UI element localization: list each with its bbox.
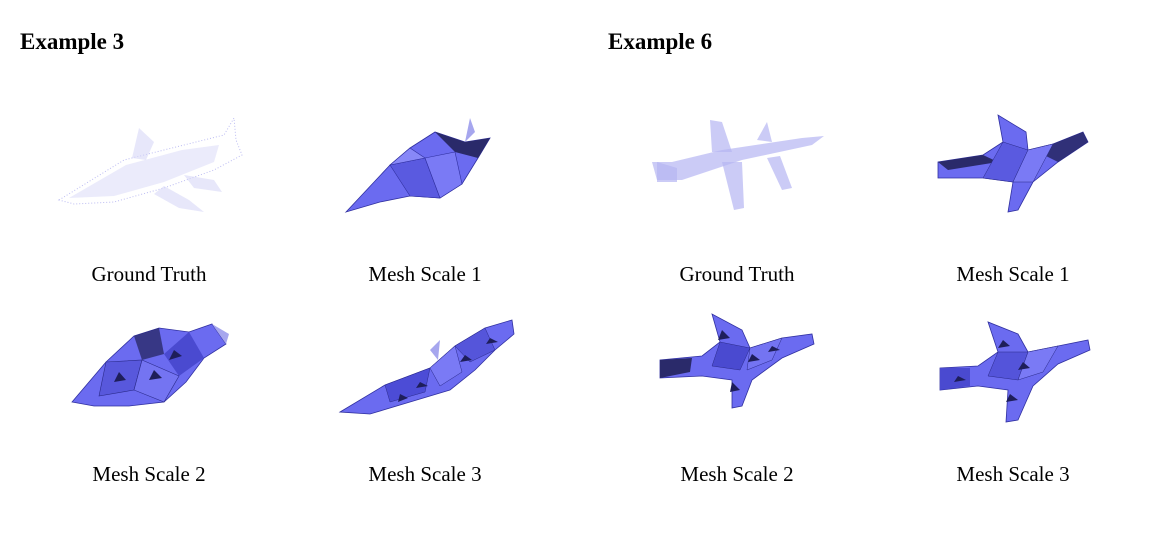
panel-mesh-scale-1: Mesh Scale 1 — [878, 100, 1148, 300]
panel-mesh-scale-1: Mesh Scale 1 — [290, 100, 560, 300]
example-title: Example 6 — [608, 29, 713, 54]
mesh-scale-2-airplane — [659, 313, 815, 409]
panel-mesh-scale-2: Mesh Scale 2 — [602, 310, 872, 510]
mesh-scale-3-airplane — [939, 321, 1091, 423]
example-6: Example 6 Ground Truth Mesh Scale 1 — [588, 0, 1157, 540]
panel-mesh-scale-3: Mesh Scale 3 — [878, 310, 1148, 510]
panel-ground-truth: Ground Truth — [14, 100, 284, 300]
point-cloud-shark — [57, 116, 243, 212]
mesh-scale-1-airplane — [937, 114, 1089, 213]
mesh-scale-3-shark — [338, 319, 515, 415]
point-cloud — [652, 120, 824, 210]
mesh-scale-1-shark — [344, 118, 491, 213]
panel-mesh-scale-2: Mesh Scale 2 — [14, 310, 284, 510]
example-3: Example 3 Ground Truth Mesh Scale 1 — [0, 0, 578, 540]
panel-ground-truth: Ground Truth — [602, 100, 872, 300]
panel-mesh-scale-3: Mesh Scale 3 — [290, 310, 560, 510]
panel-caption: Ground Truth — [91, 262, 207, 286]
point-cloud-airplane — [652, 120, 824, 210]
panel-caption: Mesh Scale 1 — [956, 262, 1070, 286]
mesh-scale-2-shark — [71, 323, 229, 407]
example-title: Example 3 — [20, 29, 125, 54]
panel-caption: Ground Truth — [679, 262, 795, 286]
panel-caption: Mesh Scale 3 — [368, 462, 482, 486]
point-cloud — [57, 116, 243, 212]
panel-caption: Mesh Scale 2 — [680, 462, 794, 486]
panel-caption: Mesh Scale 3 — [956, 462, 1070, 486]
panel-caption: Mesh Scale 2 — [92, 462, 206, 486]
panel-caption: Mesh Scale 1 — [368, 262, 482, 286]
